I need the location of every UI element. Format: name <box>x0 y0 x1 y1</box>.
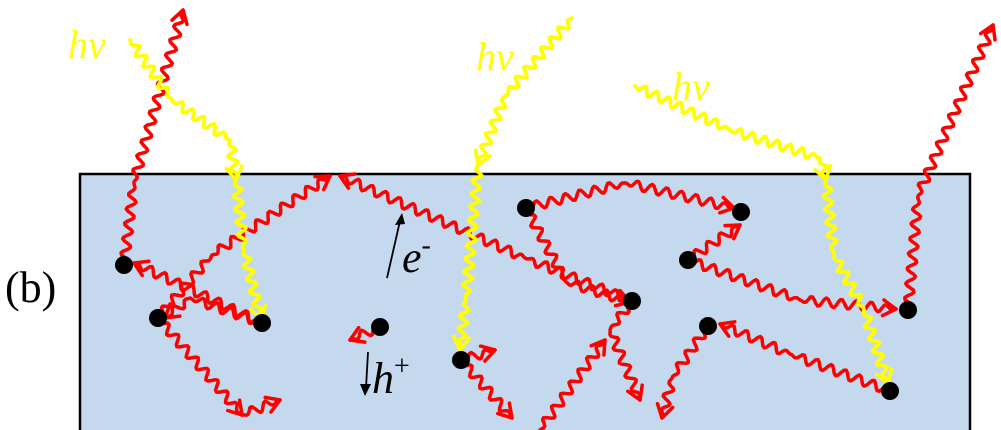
trap-dot <box>149 309 167 327</box>
trap-dot <box>899 301 917 319</box>
photon-arrow <box>633 84 829 182</box>
trap-sites <box>115 199 917 400</box>
photon-arrow <box>476 16 574 167</box>
photon-arrow <box>231 178 264 322</box>
photon-label-right: hν <box>672 64 710 109</box>
emission-arrow-arrowhead <box>313 174 332 192</box>
emission-arrow-arrowhead <box>880 298 898 318</box>
electron-label: e- <box>402 230 431 282</box>
emission-arrow-arrowhead <box>170 8 189 27</box>
emission-arrow-arrowhead <box>723 223 742 241</box>
emission-arrow-arrowhead <box>978 23 997 42</box>
trap-dot <box>253 314 271 332</box>
emission-paths <box>119 8 997 430</box>
emission-arrow <box>718 322 892 393</box>
photon-paths <box>128 16 894 386</box>
panel-label: (b) <box>5 263 56 312</box>
emission-arrow <box>459 358 514 420</box>
photon-arrow <box>456 163 484 352</box>
electron-symbol: e <box>402 233 422 282</box>
photon-arrow-arrowhead <box>451 334 472 352</box>
emission-arrow-arrowhead <box>338 172 357 191</box>
emission-arrow <box>538 338 607 430</box>
hole-arrow <box>365 351 369 389</box>
emission-arrow-arrowhead <box>655 401 675 420</box>
photon-label-middle: hν <box>476 34 514 79</box>
trap-dot <box>732 203 750 221</box>
emission-arrow-arrowhead <box>589 338 607 357</box>
trap-dot <box>452 351 470 369</box>
emission-arrow <box>119 8 186 267</box>
emission-arrow-arrowhead <box>495 401 514 420</box>
emission-arrow <box>686 223 742 262</box>
emission-arrow-arrowhead <box>478 344 497 363</box>
emission-arrow <box>903 23 995 312</box>
trap-dot <box>371 318 389 336</box>
emission-arrow-arrowhead <box>348 325 367 344</box>
electron-arrow <box>386 220 401 279</box>
emission-arrow-arrowhead <box>263 395 282 414</box>
emission-arrow <box>524 206 632 304</box>
trap-dot <box>699 317 717 335</box>
photon-arrow <box>128 38 240 182</box>
trap-dot <box>881 382 899 400</box>
emission-arrow <box>659 324 710 420</box>
emission-arrow-arrowhead <box>626 383 644 402</box>
hole-label: h+ <box>372 351 410 403</box>
emission-arrow <box>156 316 244 417</box>
trap-dot <box>623 292 641 310</box>
emission-arrow <box>132 261 264 325</box>
electron-arrow-head <box>395 213 405 225</box>
hole-arrow-head <box>360 384 371 396</box>
emission-arrow-arrowhead <box>718 320 737 338</box>
trap-dot <box>517 199 535 217</box>
photon-arrow <box>821 178 890 386</box>
emission-arrow <box>608 299 642 402</box>
photon-label-left: hν <box>68 22 106 67</box>
trap-dot <box>115 256 133 274</box>
emission-arrow <box>524 179 736 211</box>
emission-arrow <box>240 398 282 417</box>
trap-dot <box>679 251 697 269</box>
emission-arrow-arrowhead <box>132 259 151 278</box>
electron-charge: - <box>422 230 431 261</box>
hole-charge: + <box>394 351 410 382</box>
emission-arrow <box>338 174 634 303</box>
hole-symbol: h <box>372 354 394 403</box>
